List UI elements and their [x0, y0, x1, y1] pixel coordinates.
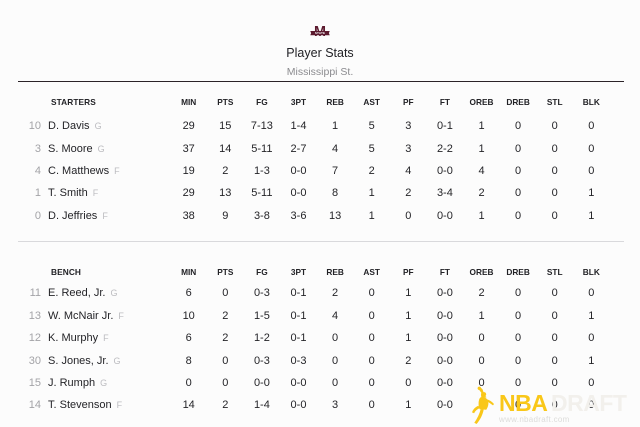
svg-text:NBA: NBA [499, 390, 547, 416]
svg-text:www.nbadraft.com: www.nbadraft.com [498, 415, 570, 424]
svg-text:DRAFT: DRAFT [551, 390, 627, 416]
